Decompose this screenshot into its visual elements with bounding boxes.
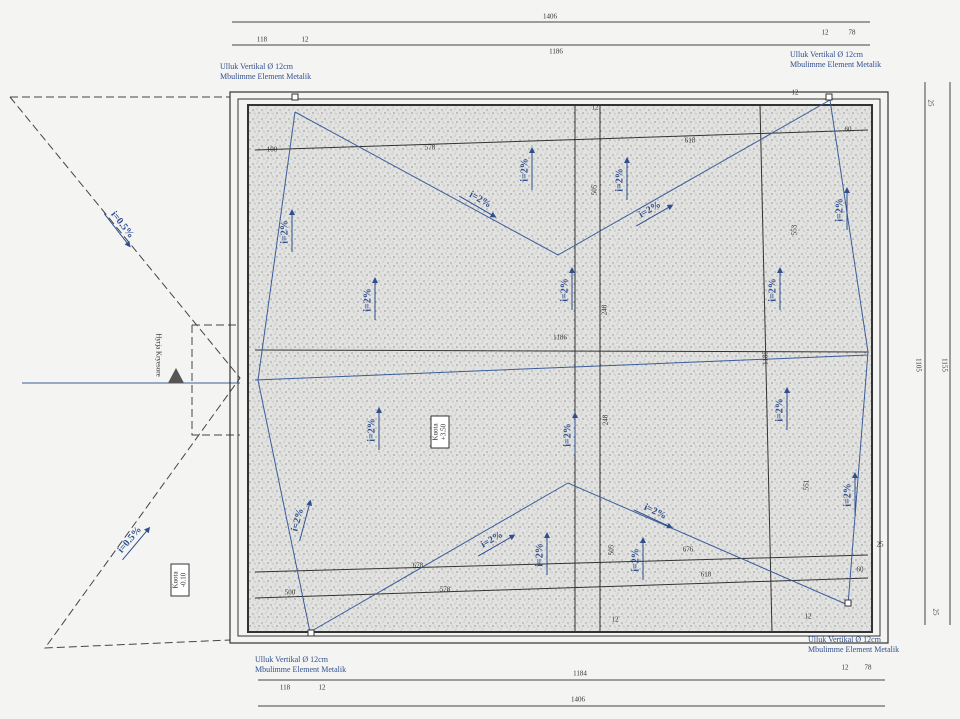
dimension-label: 25 <box>877 541 885 549</box>
dimension-label: 78 <box>865 664 873 672</box>
dimension-label: 60 <box>845 126 853 134</box>
dimension-label: 25 <box>931 609 939 617</box>
drain-label: Ulluk Vertikal Ø 12cm <box>255 655 329 664</box>
slope-label: i=2% <box>362 288 373 311</box>
dimension-label: 248 <box>601 304 609 315</box>
level-value: +3.50 <box>440 423 448 440</box>
slope-annotation: i=2% <box>534 532 550 575</box>
roof-lines <box>254 99 869 633</box>
dimension-label: 12 <box>612 616 620 624</box>
dimension-lines <box>232 21 951 707</box>
dimension-label: 1186 <box>553 334 567 342</box>
canopy <box>9 96 241 649</box>
level-label: Kuota <box>172 571 180 589</box>
dimension-label: 1105 <box>914 358 922 372</box>
dimension-label: 60 <box>857 566 865 574</box>
slope-annotation: i=2% <box>767 267 783 310</box>
slope-annotation: i=2% <box>279 209 295 252</box>
dimension-label: 118 <box>257 36 268 44</box>
dimension-label: 12 <box>805 613 813 621</box>
entrance-label: Hyrja Kryesore <box>154 333 162 376</box>
slope-label: i=2% <box>562 423 573 446</box>
slope-label: i=2% <box>630 548 641 571</box>
dimension-label: 676 <box>683 546 694 554</box>
slope-label: i=2% <box>559 278 570 301</box>
dimension-label: 12 <box>792 89 800 97</box>
level-marker: Kuota +3.50 <box>430 415 450 449</box>
slope-label: i=2% <box>834 198 845 221</box>
entrance-arrow <box>168 368 184 383</box>
slope-annotation: i=2% <box>842 472 858 515</box>
dimension-label: 12 <box>842 664 850 672</box>
drains <box>291 93 852 637</box>
dimension-label: 118 <box>280 684 291 692</box>
dimension-label: 1184 <box>573 670 587 678</box>
slope-annotation: i=2% <box>519 147 535 190</box>
slope-label: i=2% <box>767 278 778 301</box>
dimension-label: 25 <box>926 100 934 108</box>
dimension-label: 505 <box>591 184 599 195</box>
slope-annotation: i=2% <box>774 387 790 430</box>
slope-label: i=2% <box>614 168 625 191</box>
slope-arrow <box>122 526 151 561</box>
slope-annotation: i=2% <box>366 407 382 450</box>
drain-label: Mbulimme Element Metalik <box>808 645 899 654</box>
dimension-label: 12 <box>319 684 327 692</box>
level-box <box>430 415 450 449</box>
level-value: -0.10 <box>180 572 188 587</box>
slope-arrow <box>633 509 673 529</box>
dimension-label: 678 <box>413 562 424 570</box>
slope-annotation: i=2% <box>614 157 630 200</box>
slope-annotation: i=2% <box>562 412 578 455</box>
level-label: Kuota <box>432 423 440 441</box>
slope-arrow <box>299 499 313 542</box>
dimension-label: 78 <box>849 29 857 37</box>
building <box>229 91 889 644</box>
dimension-label: 12 <box>822 29 830 37</box>
dimension-label: 578 <box>440 586 451 594</box>
dimension-label: 578 <box>425 144 436 152</box>
dimension-label: 1185 <box>762 351 770 365</box>
slope-label: i=2% <box>366 418 377 441</box>
slope-annotation: i=2% <box>834 187 850 230</box>
slope-annotation: i=2% <box>630 537 646 580</box>
dimension-label: 248 <box>602 414 610 425</box>
slope-annotation: i=2% <box>362 277 378 320</box>
drain-label: Ulluk Vertikal Ø 12cm <box>220 62 294 71</box>
level-marker: Kuota -0.10 <box>170 563 190 597</box>
dimension-label: 618 <box>685 137 696 145</box>
dimension-label: 100 <box>267 146 278 154</box>
dimension-label: 1186 <box>549 48 563 56</box>
dimension-label: 12 <box>302 36 310 44</box>
drain-label: Mbulimme Element Metalik <box>790 60 881 69</box>
drain-label: Ulluk Vertikal Ø 12cm <box>790 50 864 59</box>
dimension-label: 1406 <box>543 13 558 21</box>
slope-arrow <box>477 534 516 557</box>
drain-label: Mbulimme Element Metalik <box>220 72 311 81</box>
dimension-label: 618 <box>701 571 712 579</box>
slope-label: i=2% <box>519 158 530 181</box>
slope-arrow <box>635 204 674 227</box>
slope-annotation: i=0.5% <box>116 524 151 561</box>
slope-label: i=2% <box>279 220 290 243</box>
slope-arrow <box>458 195 497 218</box>
slope-label: i=2% <box>534 543 545 566</box>
slope-label: i=2% <box>842 483 853 506</box>
dimension-label: 551 <box>803 479 811 490</box>
slope-label: i=2% <box>774 398 785 421</box>
level-box <box>170 563 190 597</box>
slope-annotation: i=2% <box>559 267 575 310</box>
drain-label: Mbulimme Element Metalik <box>255 665 346 674</box>
slope-arrow <box>103 213 131 248</box>
dimension-label: 553 <box>791 224 799 235</box>
dimension-label: 1155 <box>940 358 948 372</box>
dimension-label: 500 <box>285 589 296 597</box>
drain-label: Ulluk Vertikal Ø 12cm <box>808 635 882 644</box>
dimension-label: 12 <box>592 104 600 112</box>
dimension-label: 505 <box>608 544 616 555</box>
dimension-label: 1406 <box>571 696 586 704</box>
slope-annotation: i=0.5% <box>103 209 136 248</box>
